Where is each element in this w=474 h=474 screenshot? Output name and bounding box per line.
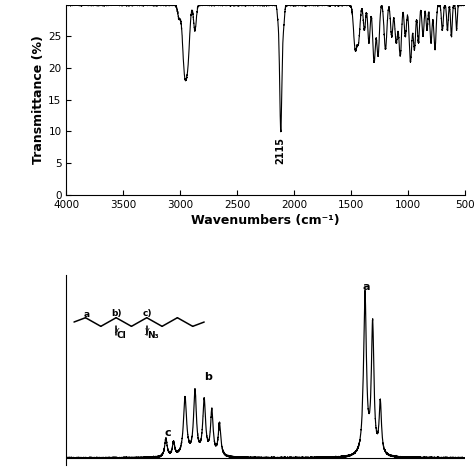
Text: a: a	[363, 282, 370, 292]
X-axis label: Wavenumbers (cm⁻¹): Wavenumbers (cm⁻¹)	[191, 214, 340, 227]
Text: y: y	[145, 326, 149, 335]
Text: a: a	[84, 310, 90, 319]
Text: c: c	[164, 428, 171, 438]
Text: c): c)	[143, 309, 152, 318]
Y-axis label: Transmittance (%): Transmittance (%)	[33, 35, 46, 164]
Text: 2115: 2115	[275, 137, 285, 164]
Text: x: x	[114, 326, 118, 335]
Text: b: b	[204, 372, 212, 383]
Text: N₃: N₃	[147, 331, 159, 340]
Text: b): b)	[112, 309, 122, 318]
Text: Cl: Cl	[117, 331, 127, 340]
